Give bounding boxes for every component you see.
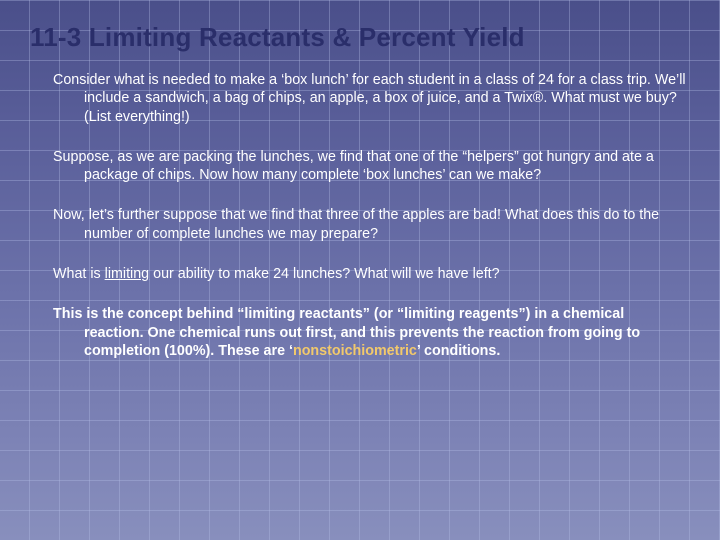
- slide-title: 11-3 Limiting Reactants & Percent Yield: [30, 22, 690, 53]
- p5-c: ’ conditions.: [417, 343, 500, 359]
- paragraph-5: This is the concept behind “limiting rea…: [30, 305, 690, 360]
- paragraph-1: Consider what is needed to make a ‘box l…: [30, 71, 690, 126]
- slide: 11-3 Limiting Reactants & Percent Yield …: [0, 0, 720, 540]
- p4-limiting: limiting: [105, 266, 150, 282]
- p5-nonstoich: nonstoichiometric: [293, 343, 417, 359]
- p4-pre: What is: [53, 266, 105, 282]
- paragraph-2: Suppose, as we are packing the lunches, …: [30, 148, 690, 185]
- paragraph-4: What is limiting our ability to make 24 …: [30, 265, 690, 283]
- p4-post: our ability to make 24 lunches? What wil…: [149, 266, 499, 282]
- paragraph-3: Now, let’s further suppose that we find …: [30, 206, 690, 243]
